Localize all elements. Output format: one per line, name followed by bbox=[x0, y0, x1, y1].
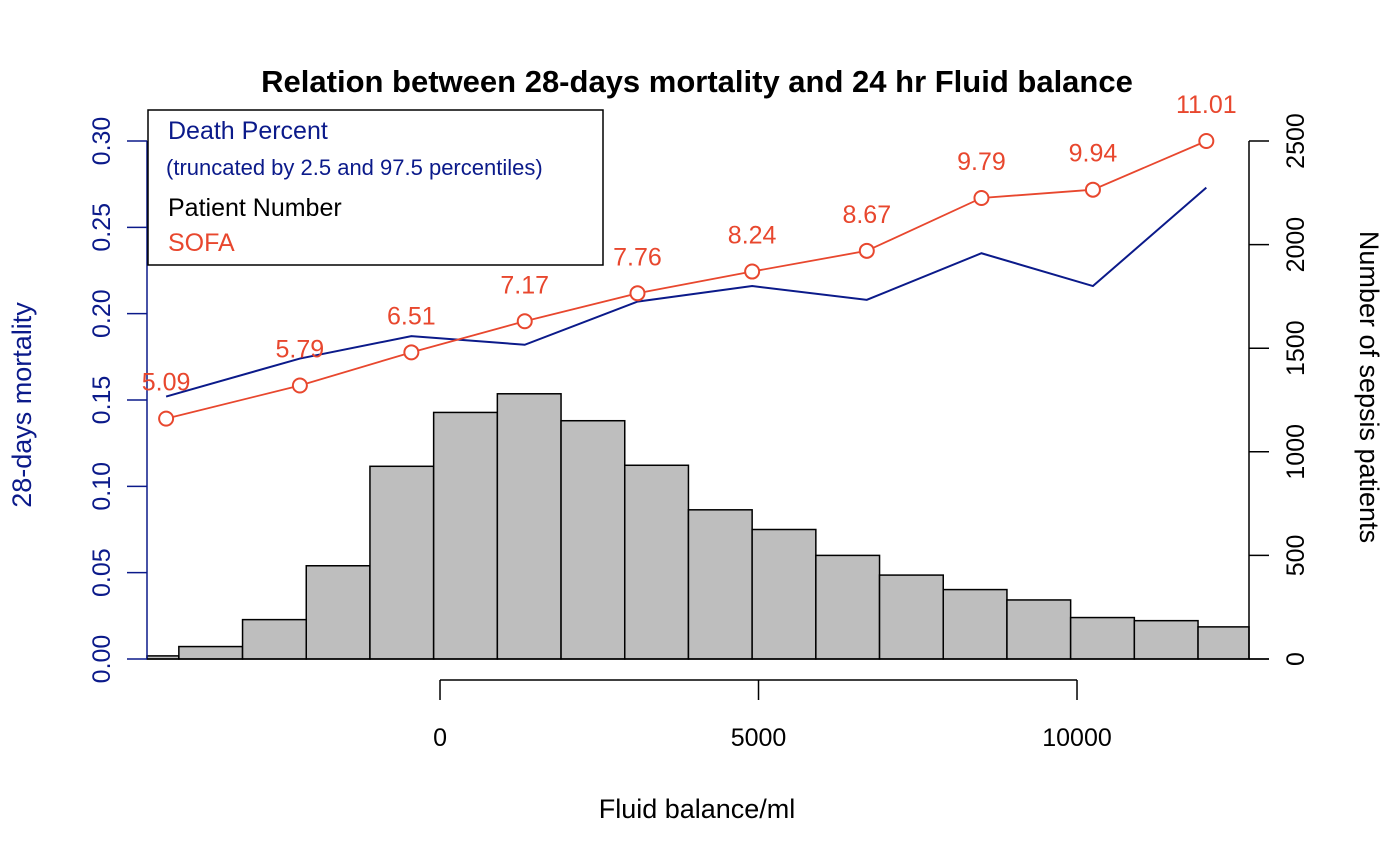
histogram-bar bbox=[878, 574, 944, 660]
histogram-bars bbox=[146, 393, 1250, 660]
y-left-tick-label: 0.10 bbox=[88, 462, 116, 511]
histogram-bar bbox=[1069, 616, 1136, 660]
data-labels: 5.09 5.79 6.51 7.17 7.76 8.24 8.67 9.79 9.94 11.0… bbox=[142, 91, 1237, 397]
histogram-bar bbox=[241, 618, 307, 660]
sofa-line bbox=[165, 140, 1207, 420]
y-right-axis-label: Number of sepsis patients bbox=[1354, 231, 1384, 543]
histogram-bar bbox=[942, 588, 1008, 660]
sofa-data-label: 8.67 bbox=[842, 201, 891, 229]
y-left-tick-label: 0.05 bbox=[88, 548, 116, 597]
histogram-bar bbox=[432, 411, 499, 660]
x-tick-label: 0 bbox=[433, 724, 447, 752]
sofa-point bbox=[744, 263, 761, 280]
histogram-bar bbox=[1133, 619, 1199, 660]
sofa-point bbox=[629, 285, 646, 302]
legend-item-patient-number: Patient Number bbox=[168, 194, 342, 222]
sofa-data-label: 8.24 bbox=[728, 222, 777, 250]
x-tick-label: 10000 bbox=[1042, 724, 1112, 752]
sofa-data-label: 5.09 bbox=[142, 369, 191, 397]
sofa-data-label: 9.79 bbox=[957, 148, 1006, 176]
sofa-point bbox=[403, 344, 420, 361]
sofa-point bbox=[1198, 133, 1215, 149]
y-left-tick-label: 0.00 bbox=[88, 635, 116, 684]
y-left-axis-label: 28-days mortality bbox=[7, 302, 37, 508]
sofa-data-label: 7.17 bbox=[500, 271, 549, 299]
legend-item-truncation-note: (truncated by 2.5 and 97.5 percentiles) bbox=[166, 155, 543, 180]
chart-title: Relation between 28-days mortality and 2… bbox=[261, 64, 1133, 99]
y-left-tick-label: 0.25 bbox=[88, 203, 116, 252]
sofa-point bbox=[158, 410, 175, 427]
sofa-data-label: 5.79 bbox=[276, 335, 325, 363]
histogram-bar bbox=[687, 509, 753, 660]
histogram-bar bbox=[496, 393, 562, 660]
y-right-tick-label: 1500 bbox=[1282, 320, 1310, 376]
sofa-data-label: 11.01 bbox=[1176, 91, 1237, 119]
sofa-point bbox=[291, 377, 308, 394]
axes: 0.00 0.05 0.10 0.15 0.20 0.25 0.30 0 500 1000 1500… bbox=[88, 113, 1310, 752]
x-tick-label: 5000 bbox=[731, 724, 787, 752]
histogram-bar bbox=[1006, 599, 1072, 660]
series-lines bbox=[158, 133, 1215, 427]
y-left-tick-label: 0.15 bbox=[88, 376, 116, 425]
histogram-bar bbox=[560, 419, 626, 660]
y-right-tick-label: 0 bbox=[1282, 652, 1310, 666]
y-right-tick-label: 2000 bbox=[1282, 217, 1310, 273]
histogram-bar bbox=[751, 528, 817, 660]
x-axis-label: Fluid balance/ml bbox=[599, 794, 796, 824]
death-percent-line bbox=[165, 186, 1207, 398]
sofa-point bbox=[973, 189, 990, 206]
histogram-bar bbox=[815, 554, 881, 660]
legend: Death Percent (truncated by 2.5 and 97.5… bbox=[147, 109, 604, 266]
y-right-tick-label: 2500 bbox=[1282, 113, 1310, 169]
y-right-tick-label: 500 bbox=[1282, 535, 1310, 577]
histogram-bar bbox=[178, 645, 244, 660]
histogram-bar bbox=[369, 465, 435, 660]
sofa-point bbox=[858, 242, 875, 259]
y-right-tick-label: 1000 bbox=[1282, 424, 1310, 480]
legend-item-death-percent: Death Percent bbox=[168, 117, 328, 145]
sofa-point bbox=[516, 313, 533, 330]
sofa-point bbox=[1084, 181, 1101, 198]
sofa-data-label: 7.76 bbox=[613, 243, 662, 271]
histogram-bar bbox=[305, 565, 371, 660]
histogram-bar bbox=[623, 464, 690, 660]
sofa-data-label: 6.51 bbox=[387, 302, 436, 330]
histogram-bar bbox=[1197, 626, 1250, 660]
legend-box bbox=[147, 109, 604, 266]
sofa-data-label: 9.94 bbox=[1069, 140, 1118, 168]
y-left-tick-label: 0.30 bbox=[88, 117, 116, 166]
legend-item-sofa: SOFA bbox=[168, 229, 235, 257]
y-left-tick-label: 0.20 bbox=[88, 289, 116, 338]
